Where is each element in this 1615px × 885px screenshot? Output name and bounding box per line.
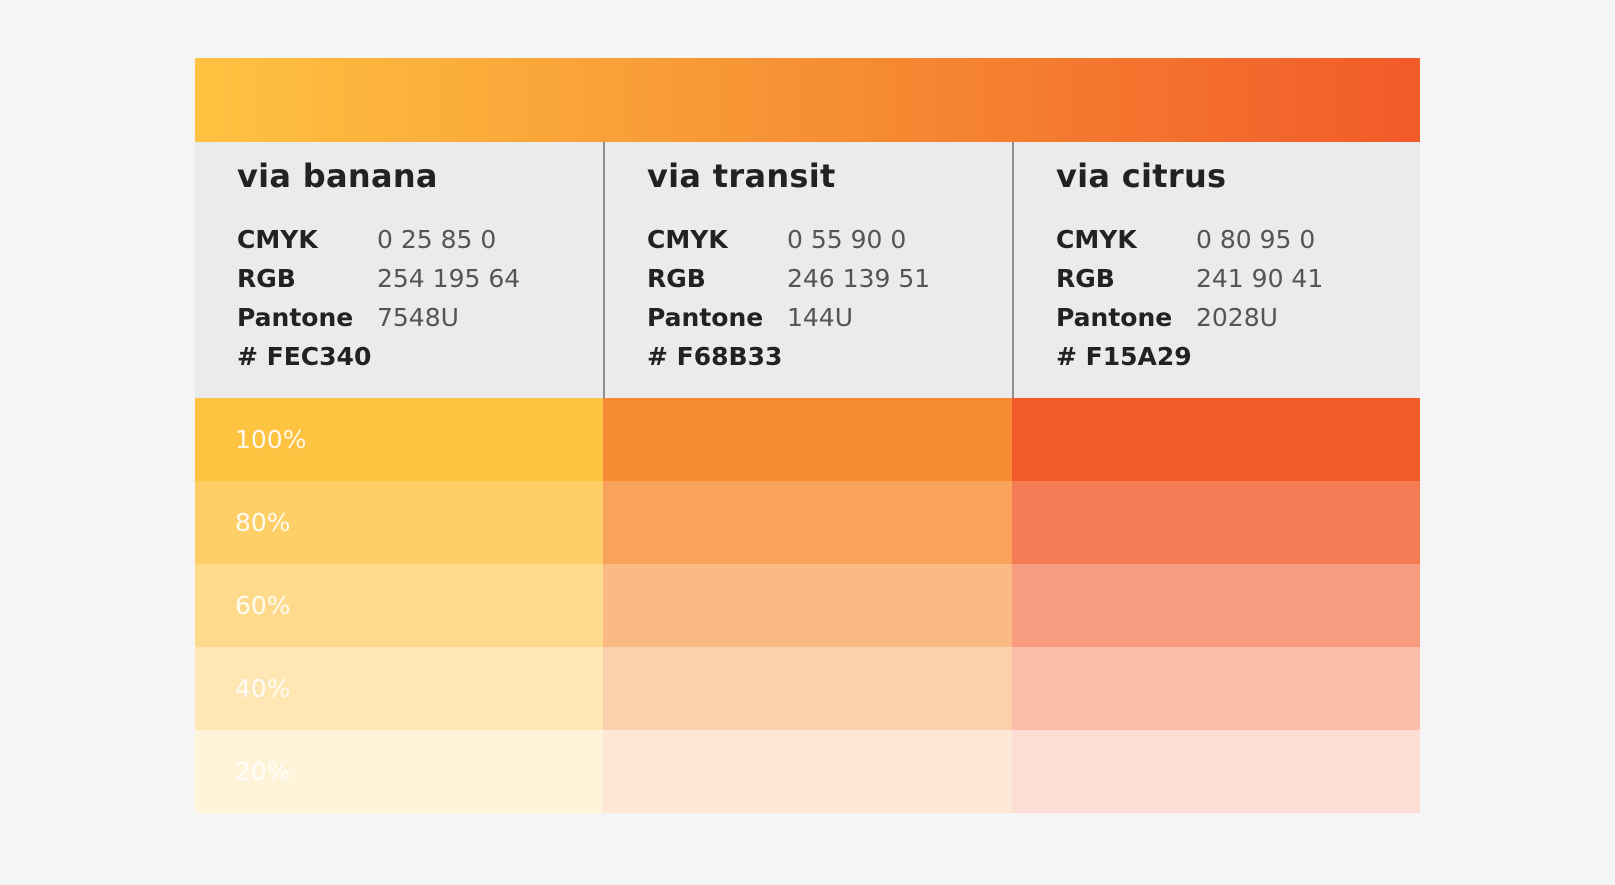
rgb-label: RGB: [237, 264, 296, 293]
tint-swatch: [603, 564, 1012, 647]
hex-value: # FEC340: [237, 342, 372, 371]
tint-swatch: [1012, 647, 1420, 730]
pantone-value: 2028U: [1196, 303, 1278, 332]
color-palette: via banana CMYK 0 25 85 0 RGB 254 195 64…: [195, 58, 1420, 813]
hex-value: # F15A29: [1056, 342, 1192, 371]
color-info-row: via banana CMYK 0 25 85 0 RGB 254 195 64…: [195, 142, 1420, 398]
tint-swatch: 20%: [195, 730, 603, 813]
color-card-banana: via banana CMYK 0 25 85 0 RGB 254 195 64…: [195, 142, 603, 398]
cmyk-value: 0 55 90 0: [787, 225, 907, 254]
rgb-label: RGB: [647, 264, 706, 293]
tint-label: 40%: [235, 674, 291, 703]
tint-swatch: [1012, 481, 1420, 564]
pantone-label: Pantone: [1056, 303, 1173, 332]
tint-swatch: [603, 398, 1012, 481]
cmyk-value: 0 25 85 0: [377, 225, 497, 254]
tint-label: 60%: [235, 591, 291, 620]
tint-swatch: [1012, 564, 1420, 647]
cmyk-row: CMYK 0 80 95 0: [1056, 220, 1420, 259]
cmyk-label: CMYK: [237, 225, 318, 254]
pantone-row: Pantone 2028U: [1056, 298, 1420, 337]
tint-swatch: [603, 647, 1012, 730]
tint-column: [1012, 398, 1420, 813]
color-name: via transit: [647, 157, 836, 195]
cmyk-row: CMYK 0 25 85 0: [237, 220, 603, 259]
rgb-value: 241 90 41: [1196, 264, 1324, 293]
rgb-value: 246 139 51: [787, 264, 931, 293]
tint-label: 20%: [235, 757, 291, 786]
tint-swatch: 40%: [195, 647, 603, 730]
cmyk-label: CMYK: [647, 225, 728, 254]
color-card-transit: via transit CMYK 0 55 90 0 RGB 246 139 5…: [603, 142, 1012, 398]
cmyk-row: CMYK 0 55 90 0: [647, 220, 1012, 259]
color-name: via citrus: [1056, 157, 1227, 195]
pantone-row: Pantone 7548U: [237, 298, 603, 337]
color-name: via banana: [237, 157, 438, 195]
tint-swatch: [1012, 730, 1420, 813]
cmyk-value: 0 80 95 0: [1196, 225, 1316, 254]
color-card-citrus: via citrus CMYK 0 80 95 0 RGB 241 90 41 …: [1012, 142, 1420, 398]
gradient-bar: [195, 58, 1420, 142]
tint-label: 100%: [235, 425, 307, 454]
pantone-value: 7548U: [377, 303, 459, 332]
hex-value: # F68B33: [647, 342, 783, 371]
rgb-label: RGB: [1056, 264, 1115, 293]
pantone-label: Pantone: [647, 303, 764, 332]
tint-swatch: 80%: [195, 481, 603, 564]
tint-swatch: 60%: [195, 564, 603, 647]
tint-column: 100% 80% 60% 40% 20%: [195, 398, 603, 813]
rgb-row: RGB 246 139 51: [647, 259, 1012, 298]
pantone-value: 144U: [787, 303, 854, 332]
cmyk-label: CMYK: [1056, 225, 1137, 254]
tint-swatch: [603, 730, 1012, 813]
rgb-row: RGB 241 90 41: [1056, 259, 1420, 298]
pantone-row: Pantone 144U: [647, 298, 1012, 337]
pantone-label: Pantone: [237, 303, 354, 332]
tint-swatch: [1012, 398, 1420, 481]
tint-grid: 100% 80% 60% 40% 20%: [195, 398, 1420, 813]
tint-label: 80%: [235, 508, 291, 537]
tint-swatch: 100%: [195, 398, 603, 481]
rgb-row: RGB 254 195 64: [237, 259, 603, 298]
tint-column: [603, 398, 1012, 813]
rgb-value: 254 195 64: [377, 264, 521, 293]
tint-swatch: [603, 481, 1012, 564]
